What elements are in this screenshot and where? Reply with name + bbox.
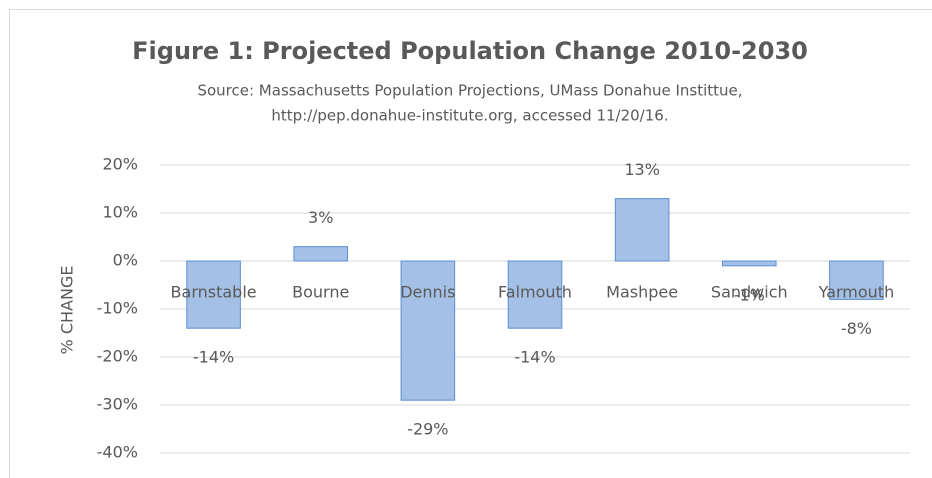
chart-subtitle: http://pep.donahue-institute.org, access…: [271, 107, 668, 125]
y-tick-label: 10%: [102, 203, 138, 222]
y-tick-label: -20%: [97, 347, 138, 366]
data-label: 3%: [308, 208, 333, 227]
bar: [186, 260, 241, 329]
chart-subtitle: Source: Massachusetts Population Project…: [197, 82, 742, 100]
x-tick-label: Mashpee: [606, 283, 678, 302]
data-label: -14%: [193, 348, 234, 367]
chart-title: Figure 1: Projected Population Change 20…: [132, 37, 808, 65]
bar: [400, 260, 456, 401]
y-tick-label: -40%: [97, 443, 138, 462]
bar: [829, 260, 884, 300]
x-tick-label: Falmouth: [498, 283, 572, 302]
bar: [722, 260, 777, 267]
y-axis-label: % CHANGE: [58, 266, 77, 355]
data-label: -1%: [734, 285, 765, 304]
bar: [507, 260, 563, 329]
chart-frame: [9, 9, 932, 478]
x-tick-label: Barnstable: [171, 283, 257, 302]
y-tick-label: 0%: [113, 251, 138, 270]
y-tick-label: 20%: [102, 155, 138, 174]
bar: [614, 198, 670, 262]
data-label: -14%: [514, 348, 555, 367]
y-tick-label: -10%: [97, 299, 138, 318]
data-label: 13%: [624, 160, 660, 179]
x-tick-label: Bourne: [292, 283, 349, 302]
bar: [293, 246, 348, 262]
data-label: -8%: [841, 319, 872, 338]
data-label: -29%: [407, 420, 448, 439]
x-tick-label: Yarmouth: [818, 283, 895, 302]
y-tick-label: -30%: [97, 395, 138, 414]
x-tick-label: Sandwich: [711, 283, 788, 302]
x-tick-label: Dennis: [400, 283, 455, 302]
